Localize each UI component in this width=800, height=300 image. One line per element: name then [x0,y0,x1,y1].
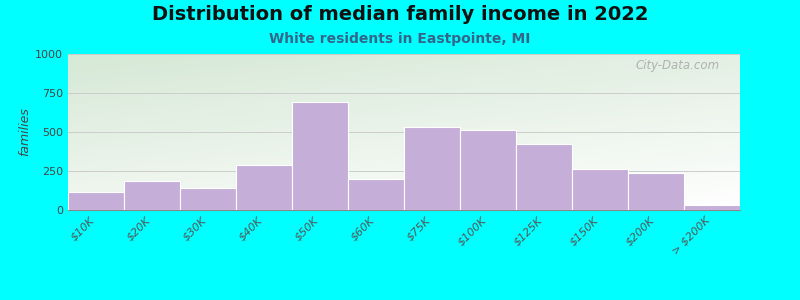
Text: White residents in Eastpointe, MI: White residents in Eastpointe, MI [270,32,530,46]
Bar [628,173,684,210]
Bar [180,188,236,210]
Bar [348,179,404,210]
Bar [292,102,348,210]
Bar [404,127,460,210]
Bar [572,169,628,210]
Bar [124,181,180,210]
Bar [68,192,124,210]
Text: City-Data.com: City-Data.com [636,59,720,72]
Bar [460,130,516,210]
Y-axis label: families: families [18,108,31,156]
Bar [684,205,740,210]
Bar [236,165,292,210]
Text: Distribution of median family income in 2022: Distribution of median family income in … [152,4,648,23]
Bar [516,145,572,210]
